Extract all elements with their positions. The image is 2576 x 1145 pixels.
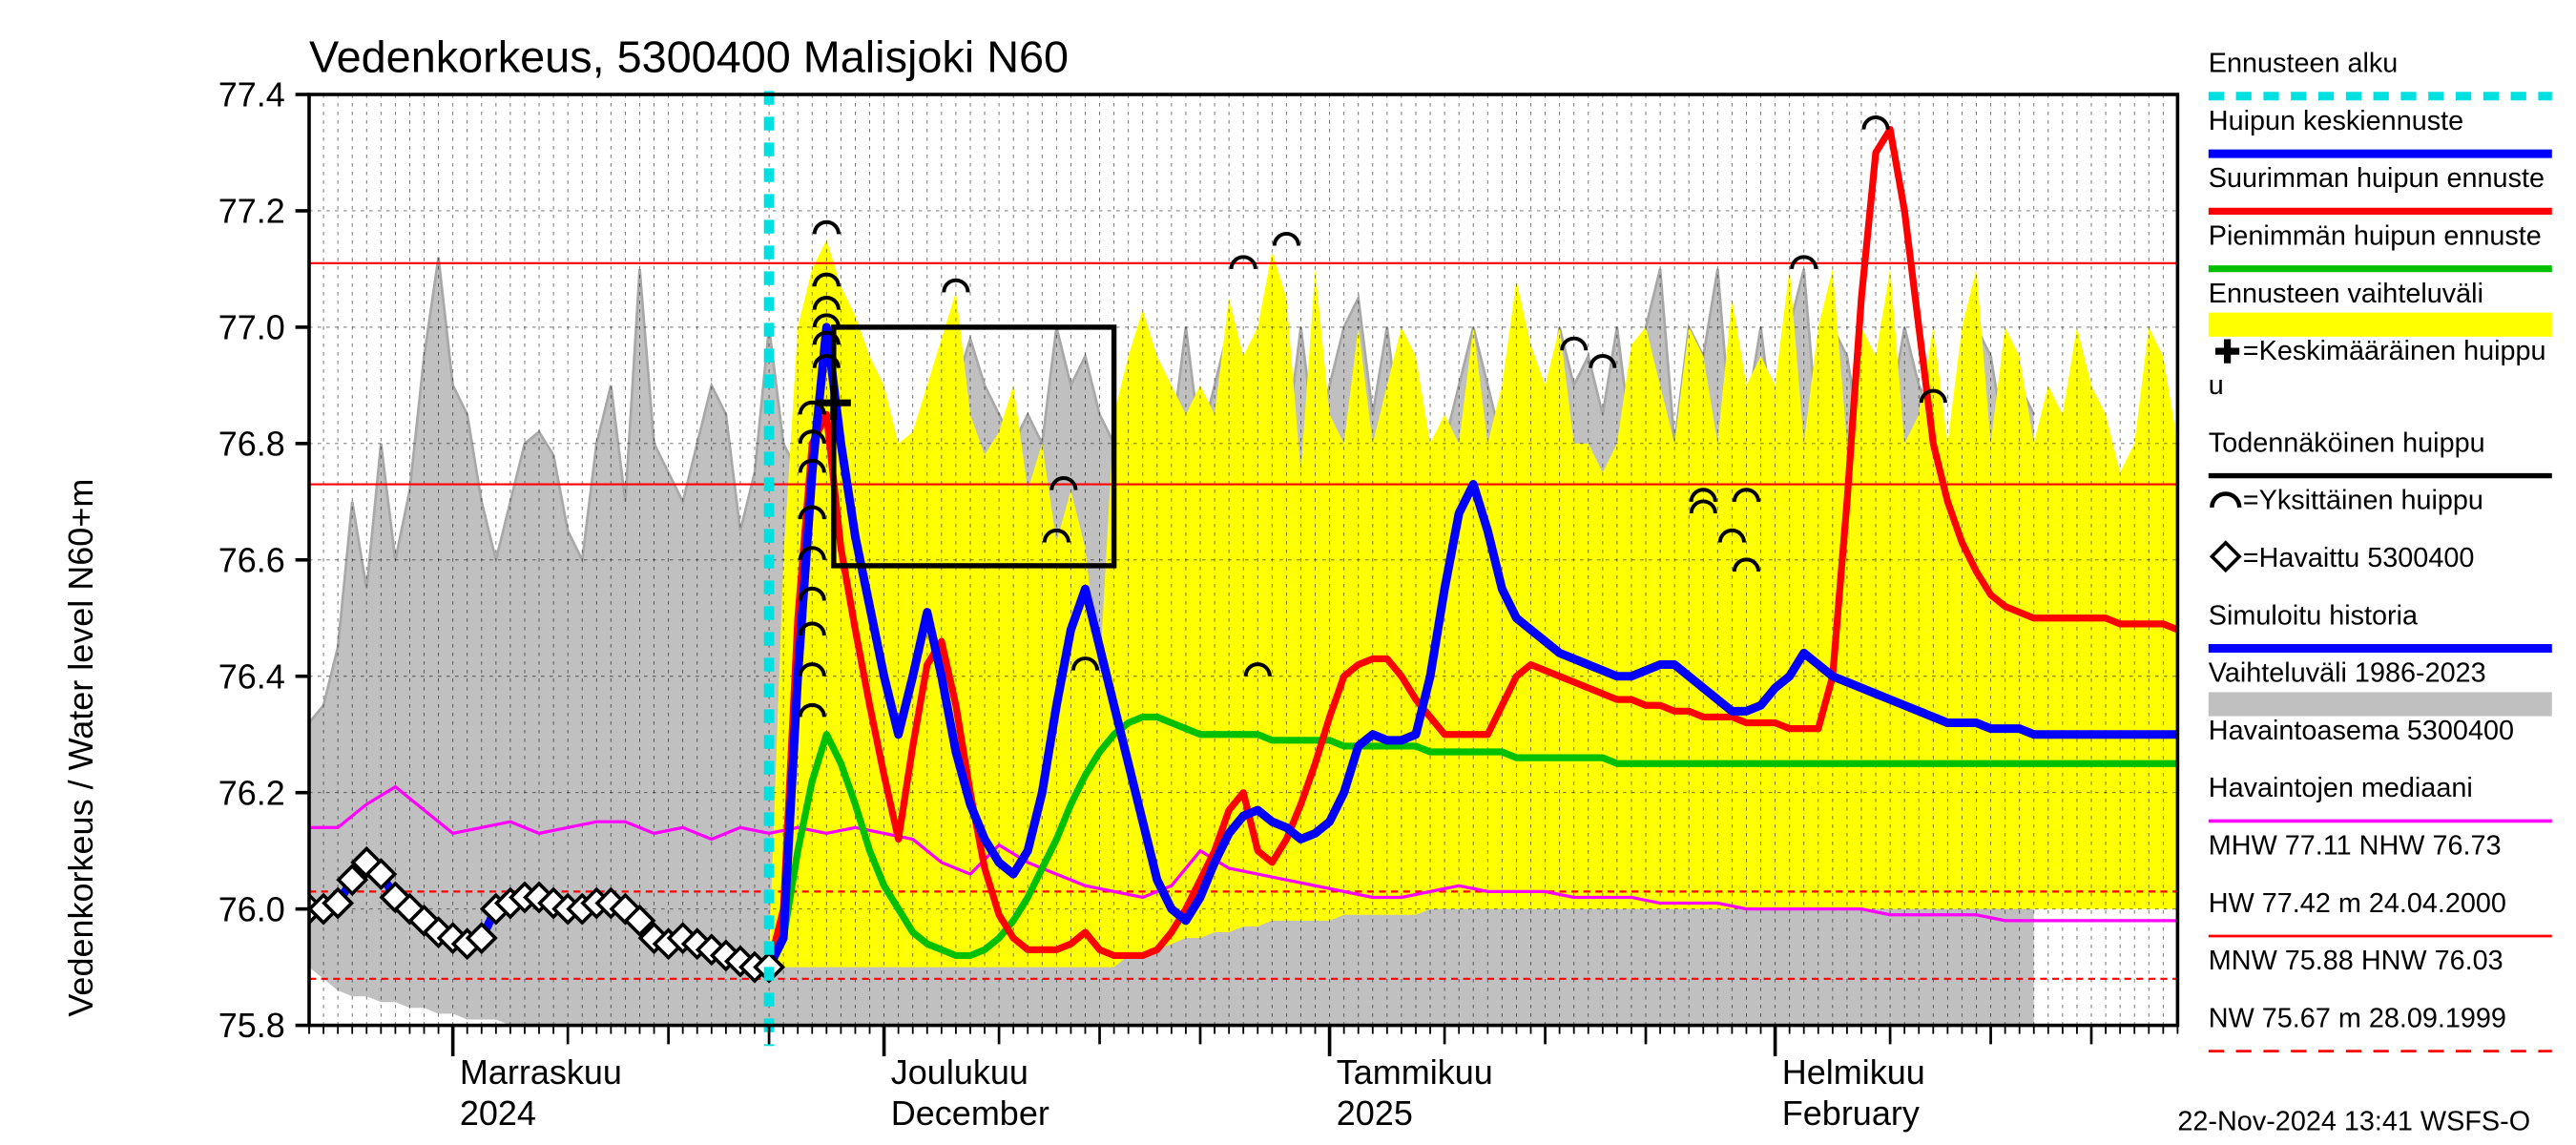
- legend-label: Simuloitu historia: [2209, 600, 2419, 631]
- x-month-label-top: Tammikuu: [1337, 1052, 1493, 1092]
- y-tick-label: 76.0: [218, 889, 285, 928]
- legend-item: Suurimman huipun ennuste: [2209, 163, 2552, 211]
- legend-label: Havaintojen mediaani: [2209, 773, 2473, 803]
- legend-label: NW 75.67 m 28.09.1999: [2209, 1003, 2506, 1033]
- legend-label: =Yksittäinen huippu: [2243, 486, 2483, 516]
- legend-item: Ennusteen alku: [2209, 49, 2552, 96]
- legend-label: Todennäköinen huippu: [2209, 427, 2485, 458]
- legend-label: Havaintoasema 5300400: [2209, 716, 2514, 746]
- legend-label: Ennusteen vaihteluväli: [2209, 279, 2483, 309]
- legend-label: Ennusteen alku: [2209, 49, 2399, 79]
- chart-title: Vedenkorkeus, 5300400 Malisjoki N60: [309, 32, 1069, 82]
- y-tick-label: 77.2: [218, 192, 285, 231]
- water-level-chart: 75.8 76.0 76.2 76.4 76.6 76.8 77.0 77.2 77.4 Vede…: [0, 0, 2576, 1144]
- x-month-label-top: Joulukuu: [891, 1052, 1028, 1092]
- legend-item: =Havaittu 5300400: [2212, 543, 2474, 573]
- legend-item: =Keskimääräinen huippu u: [2209, 336, 2546, 401]
- svg-text:u: u: [2209, 370, 2224, 401]
- y-tick-label: 76.2: [218, 773, 285, 812]
- legend-label: Vaihteluväli 1986-2023: [2209, 658, 2486, 689]
- legend-item: =Yksittäinen huippu: [2212, 486, 2483, 516]
- chart-footer: 22-Nov-2024 13:41 WSFS-O: [2177, 1106, 2530, 1136]
- legend-label: Suurimman huipun ennuste: [2209, 163, 2545, 194]
- legend-label: =Keskimääräinen huippu: [2243, 336, 2546, 366]
- legend-item: MHW 77.11 NHW 76.73: [2209, 831, 2502, 862]
- legend-item: Pienimmän huipun ennuste: [2209, 221, 2552, 269]
- legend-item: Havaintojen mediaani: [2209, 773, 2552, 821]
- legend-item: Ennusteen vaihteluväli: [2209, 279, 2552, 337]
- legend-label: Pienimmän huipun ennuste: [2209, 221, 2542, 252]
- legend-item: MNW 75.88 HNW 76.03: [2209, 946, 2503, 976]
- y-tick-label: 77.4: [218, 75, 285, 114]
- legend-item: Havaintoasema 5300400: [2209, 716, 2514, 746]
- legend-item: Vaihteluväli 1986-2023: [2209, 658, 2552, 717]
- legend-label: MHW 77.11 NHW 76.73: [2209, 831, 2502, 862]
- y-tick-label: 77.0: [218, 308, 285, 347]
- legend-item: Simuloitu historia: [2209, 600, 2552, 648]
- x-month-label-bottom: 2024: [460, 1093, 536, 1133]
- legend-label: =Havaittu 5300400: [2243, 543, 2475, 573]
- legend-item: HW 77.42 m 24.04.2000: [2209, 888, 2552, 936]
- individual-peak-arc: [1275, 234, 1298, 246]
- x-month-label-top: Helmikuu: [1782, 1052, 1925, 1092]
- y-tick-label: 75.8: [218, 1006, 285, 1045]
- y-axis-label: Vedenkorkeus / Water level N60+m: [61, 479, 100, 1017]
- legend-item: Todennäköinen huippu: [2209, 427, 2552, 475]
- legend-item: NW 75.67 m 28.09.1999: [2209, 1003, 2552, 1051]
- x-month-label-top: Marraskuu: [460, 1052, 622, 1092]
- legend-item: Huipun keskiennuste: [2209, 106, 2552, 154]
- y-tick-label: 76.4: [218, 656, 285, 696]
- legend-label: Huipun keskiennuste: [2209, 106, 2463, 136]
- x-month-label-bottom: December: [891, 1093, 1049, 1133]
- x-month-label-bottom: 2025: [1337, 1093, 1413, 1133]
- y-tick-label: 76.6: [218, 540, 285, 579]
- legend-label: MNW 75.88 HNW 76.03: [2209, 946, 2503, 976]
- y-tick-label: 76.8: [218, 424, 285, 463]
- x-month-label-bottom: February: [1782, 1093, 1920, 1133]
- legend-label: HW 77.42 m 24.04.2000: [2209, 888, 2506, 919]
